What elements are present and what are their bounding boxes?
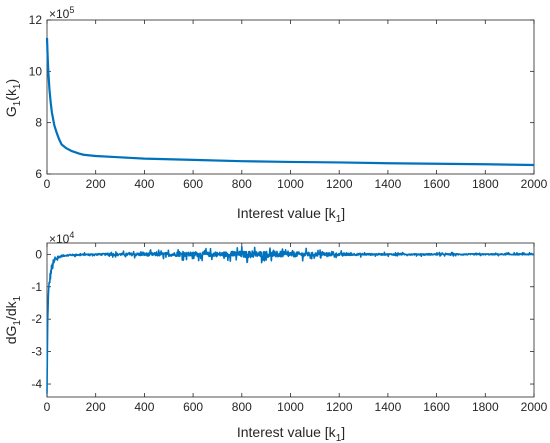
top-axes: 0 200 400 600 800 1000 1200 1400 1600 1800 2000 6 8 1…: [29, 13, 548, 191]
x-tick-label: 1600: [423, 400, 450, 414]
x-tick-label: 1000: [277, 400, 304, 414]
x-tick-label: 1200: [326, 177, 353, 191]
top-x-axis-label: Interest value [k1]: [237, 205, 345, 225]
x-tick-label: 1800: [472, 400, 499, 414]
x-tick-label: 1400: [375, 400, 402, 414]
y-tick-label: -2: [31, 312, 42, 326]
x-tick-label: 2000: [521, 400, 548, 414]
top-y-multiplier: ×105: [49, 5, 74, 21]
series-line-0: [46, 245, 535, 394]
series-line-0: [45, 37, 535, 167]
x-tick-label: 1000: [277, 177, 304, 191]
top-series: [45, 37, 535, 167]
x-tick-label: 600: [183, 177, 203, 191]
x-tick-label: 1200: [326, 400, 353, 414]
top-plot: 0 200 400 600 800 1000 1200 1400 1600 1800 2000 6 8 1…: [3, 5, 548, 225]
bottom-plot: 0 200 400 600 800 1000 1200 1400 1600 1800 2000 -4 -…: [3, 230, 548, 443]
x-tick-label: 400: [134, 177, 154, 191]
top-y-axis-label: G1(k1): [3, 79, 23, 117]
x-tick-label: 0: [44, 177, 51, 191]
plot-frame: [46, 242, 535, 398]
y-tick-label: 8: [35, 116, 42, 130]
x-tick-label: 200: [86, 400, 106, 414]
y-tick-label: 6: [35, 167, 42, 181]
y-tick-label: 10: [29, 64, 43, 78]
y-tick-label: -1: [31, 280, 42, 294]
x-tick-label: 0: [44, 400, 51, 414]
x-tick-label: 800: [232, 177, 252, 191]
bottom-y-multiplier-exp: 4: [69, 230, 74, 240]
bottom-y-multiplier: ×104: [49, 230, 74, 246]
x-tick-label: 1400: [375, 177, 402, 191]
x-tick-label: 400: [134, 400, 154, 414]
x-tick-label: 1800: [472, 177, 499, 191]
bottom-x-axis-label: Interest value [k1]: [237, 424, 345, 443]
x-tick-label: 1600: [423, 177, 450, 191]
bottom-series: [46, 245, 535, 394]
x-tick-label: 800: [232, 400, 252, 414]
x-tick-label: 600: [183, 400, 203, 414]
x-tick-label: 200: [86, 177, 106, 191]
x-tick-label: 2000: [521, 177, 548, 191]
y-tick-label: 0: [35, 247, 42, 261]
y-tick-label: 12: [29, 13, 43, 27]
bottom-axes: 0 200 400 600 800 1000 1200 1400 1600 1800 2000 -4 -…: [31, 242, 548, 414]
top-y-multiplier-exp: 5: [69, 5, 74, 15]
y-tick-label: -4: [31, 377, 42, 391]
y-tick-label: -3: [31, 345, 42, 359]
bottom-y-axis-label: dG1/dk1: [3, 295, 23, 344]
plot-frame: [46, 19, 535, 175]
